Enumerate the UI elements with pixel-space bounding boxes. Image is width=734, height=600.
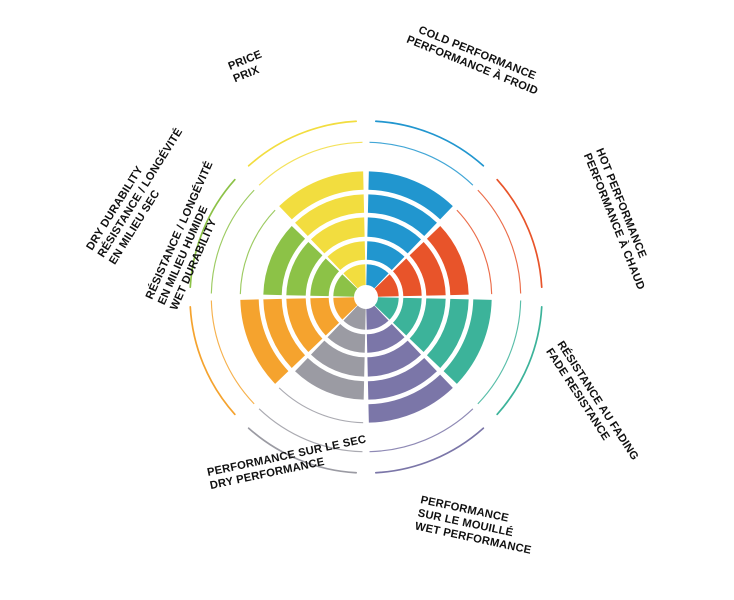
empty-ring-6-dry-performance [258, 408, 363, 453]
ring-3-fade-resistance [409, 298, 446, 353]
ring-3-dry-durability [286, 241, 323, 296]
empty-ring-6-cold-performance [369, 141, 474, 186]
ring-5-fade-resistance [443, 299, 492, 384]
ring-3-cold-performance [367, 217, 422, 254]
ring-3-wet-durability [286, 298, 323, 353]
ring-1-fade-resistance [374, 297, 399, 320]
segments-layer [240, 171, 492, 423]
label-arc-price [247, 120, 358, 167]
wheel-segment-dry-durability[interactable] [263, 226, 358, 297]
ring-3-wet-performance [367, 340, 422, 377]
label-arc-dry-performance [247, 427, 358, 474]
ring-4-wet-durability [263, 298, 306, 368]
wheel-segment-cold-performance[interactable] [366, 171, 453, 289]
empty-ring-6-fade-resistance [477, 300, 522, 405]
ring-2-wet-durability [310, 297, 340, 336]
label-arc-cold-performance [374, 120, 485, 167]
ring-4-hot-performance [426, 226, 469, 296]
wheel-segment-price[interactable] [279, 171, 366, 289]
ring-2-hot-performance [392, 258, 422, 297]
empty-ring-5-hot-performance [456, 209, 493, 295]
label-arc-wet-performance [374, 427, 485, 474]
empty-ring-5-dry-durability [239, 209, 276, 295]
wheel-segment-fade-resistance[interactable] [374, 297, 492, 384]
ring-1-hot-performance [374, 274, 399, 297]
faint-guide-arcs-layer [210, 141, 522, 453]
ring-2-dry-durability [310, 258, 340, 297]
ring-4-cold-performance [367, 194, 437, 237]
ring-4-wet-performance [367, 357, 437, 400]
ring-4-dry-durability [263, 226, 306, 296]
ring-5-wet-performance [368, 374, 453, 423]
label-arc-dry-durability [189, 178, 236, 289]
ring-5-wet-durability [240, 299, 289, 384]
ring-1-dry-durability [333, 274, 358, 297]
wheel-segment-dry-performance[interactable] [295, 305, 366, 400]
empty-ring-6-dry-durability [210, 189, 255, 294]
label-arc-hot-performance [496, 178, 543, 289]
ring-2-wet-performance [366, 323, 405, 353]
wheel-segment-hot-performance[interactable] [374, 226, 469, 297]
ring-4-price [295, 194, 365, 237]
ring-1-dry-performance [343, 305, 366, 330]
empty-ring-6-wet-performance [369, 408, 474, 453]
empty-ring-6-wet-durability [210, 300, 255, 405]
ring-4-fade-resistance [426, 298, 469, 368]
ring-1-price [343, 264, 366, 289]
ring-3-dry-performance [310, 340, 365, 377]
ring-2-fade-resistance [392, 297, 422, 336]
ring-2-price [327, 241, 366, 271]
empty-ring-6-price [258, 141, 363, 186]
outer-label-arcs-layer [189, 120, 543, 474]
empty-ring-6-hot-performance [477, 189, 522, 294]
wheel-segment-wet-durability[interactable] [240, 297, 358, 384]
empty-ring-5-dry-performance [278, 387, 364, 424]
label-arc-fade-resistance [496, 305, 543, 416]
ring-4-dry-performance [295, 357, 365, 400]
ring-2-dry-performance [327, 323, 366, 353]
ring-5-cold-performance [368, 171, 453, 220]
ring-1-wet-durability [333, 297, 358, 320]
ring-1-wet-performance [366, 305, 389, 330]
ring-3-hot-performance [409, 241, 446, 296]
ring-1-cold-performance [366, 264, 389, 289]
ring-5-price [279, 171, 364, 220]
label-arc-wet-durability [189, 305, 236, 416]
ring-2-cold-performance [366, 241, 405, 271]
ring-3-price [310, 217, 365, 254]
wheel-segment-wet-performance[interactable] [366, 305, 453, 423]
